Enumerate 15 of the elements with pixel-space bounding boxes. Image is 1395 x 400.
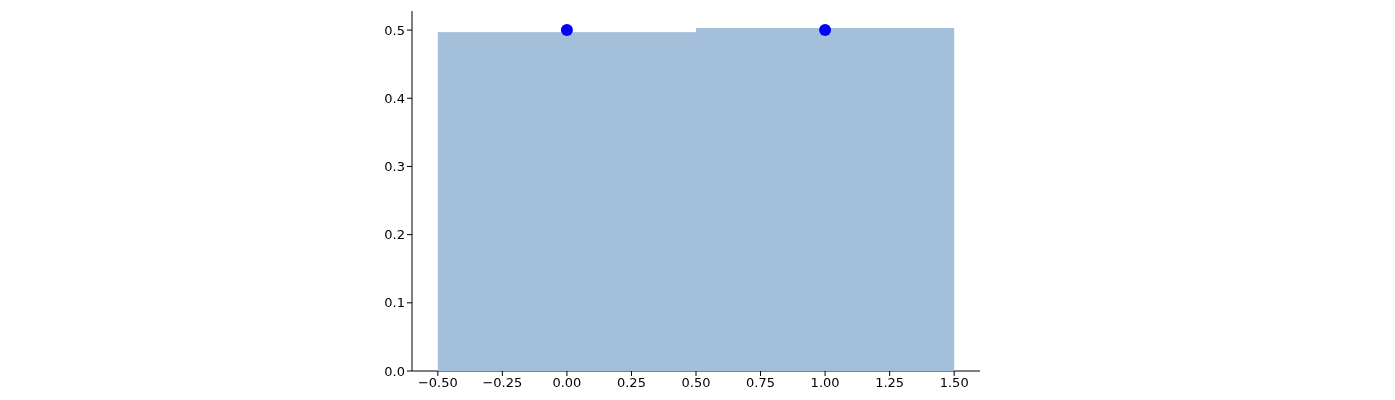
x-tick-label: −0.50 — [417, 375, 458, 391]
y-tick-label: 0.4 — [384, 90, 405, 106]
y-tick-label: 0.0 — [384, 363, 405, 379]
y-tick-label: 0.5 — [384, 22, 405, 38]
y-tick-label: 0.2 — [384, 227, 405, 243]
y-tick-label: 0.1 — [384, 295, 405, 311]
x-tick-label: −0.25 — [482, 375, 523, 391]
x-tick-label: 0.00 — [552, 375, 582, 391]
x-tick-label: 1.25 — [875, 375, 905, 391]
x-tick-label: 1.50 — [939, 375, 969, 391]
x-tick-label: 0.25 — [616, 375, 646, 391]
x-tick-label: 0.75 — [746, 375, 776, 391]
x-tick-label: 1.00 — [810, 375, 840, 391]
y-tick-label: 0.3 — [384, 159, 405, 175]
x-tick-label: 0.50 — [681, 375, 711, 391]
